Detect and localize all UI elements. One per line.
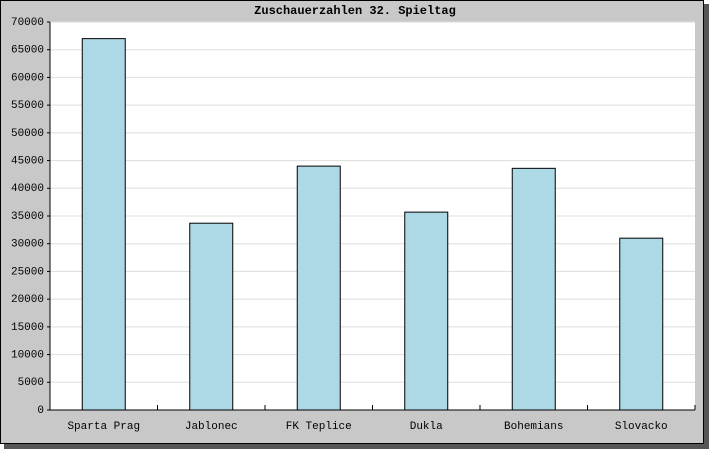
y-tick-label: 15000 [11,322,44,334]
bar [404,211,449,411]
x-tick-label: FK Teplice [286,421,352,433]
y-tick-label: 5000 [18,377,44,389]
x-tick-label: Sparta Prag [67,421,140,433]
chart-title: Zuschauerzahlen 32. Spieltag [254,4,456,18]
x-tick-label: Jablonec [185,421,238,433]
x-tick-label: Slovacko [615,421,668,433]
x-tick-label: Dukla [410,421,443,433]
bar [619,237,664,411]
y-tick-label: 35000 [11,211,44,223]
y-tick-label: 30000 [11,239,44,251]
y-tick-label: 70000 [11,17,44,29]
bar [81,38,126,411]
y-tick-label: 10000 [11,349,44,361]
bar [296,165,341,411]
x-tick-label: Bohemians [504,421,563,433]
y-tick-label: 60000 [11,72,44,84]
y-tick-label: 40000 [11,183,44,195]
y-tick-label: 0 [37,405,44,417]
y-tick-label: 65000 [11,45,44,57]
y-tick-label: 50000 [11,128,44,140]
bar [189,222,234,411]
y-tick-label: 25000 [11,266,44,278]
y-tick-label: 20000 [11,294,44,306]
y-tick-label: 55000 [11,100,44,112]
y-tick-label: 45000 [11,155,44,167]
bar [511,167,556,411]
